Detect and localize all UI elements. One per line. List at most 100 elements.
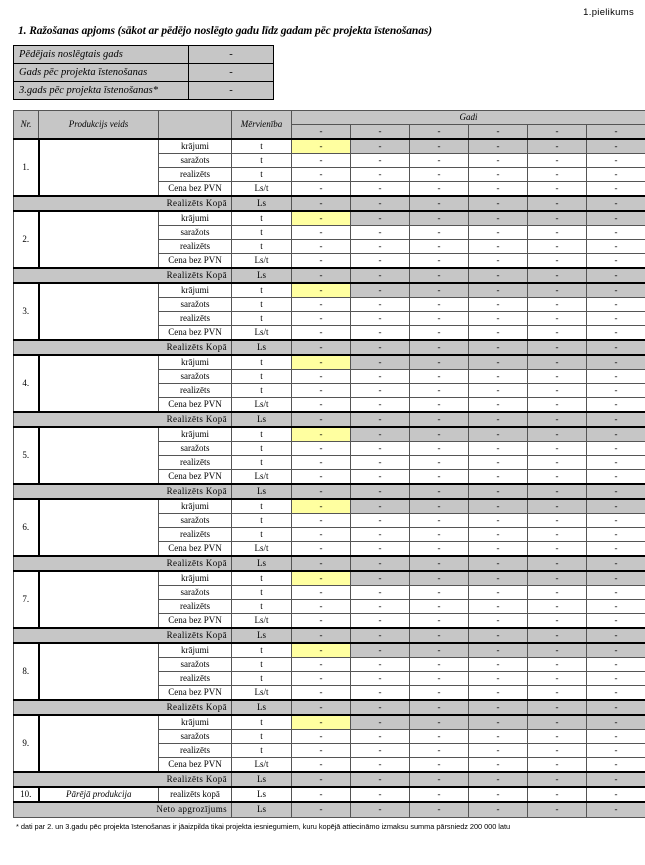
data-cell-year-6[interactable]: - [585,714,645,730]
data-cell-year-4[interactable]: - [468,714,528,730]
net-turnover-cell-year-4[interactable]: - [468,801,528,818]
data-cell-year-4[interactable]: - [468,426,528,442]
total-cell-year-6[interactable]: - [585,627,645,644]
data-cell-year-4[interactable]: - [468,541,528,557]
total-cell-year-4[interactable]: - [468,267,528,284]
data-cell-year-4[interactable]: - [468,757,528,773]
total-cell-year-5[interactable]: - [527,195,587,212]
total-cell-year-5[interactable]: - [527,267,587,284]
data-cell-year-1[interactable]: - [291,311,351,326]
data-cell-year-5[interactable]: - [527,181,587,197]
data-cell-year-3[interactable]: - [409,513,469,528]
data-cell-year-3[interactable]: - [409,729,469,744]
data-cell-year-6[interactable]: - [585,369,645,384]
data-cell-year-6[interactable]: - [585,282,645,298]
data-cell-year-5[interactable]: - [527,729,587,744]
total-cell-year-3[interactable]: - [409,771,469,788]
data-cell-year-4[interactable]: - [468,253,528,269]
data-cell-year-1[interactable]: - [291,613,351,629]
data-cell-year-2[interactable]: - [350,541,410,557]
data-cell-year-2[interactable]: - [350,210,410,226]
data-cell-year-6[interactable]: - [585,239,645,254]
data-cell-year-2[interactable]: - [350,282,410,298]
data-cell-year-4[interactable]: - [468,513,528,528]
product-name-input-5[interactable] [38,426,159,485]
data-cell-year-3[interactable]: - [409,311,469,326]
total-cell-year-1[interactable]: - [291,411,351,428]
net-turnover-cell-year-6[interactable]: - [585,801,645,818]
data-cell-year-6[interactable]: - [585,253,645,269]
summary-row-value[interactable]: - [188,45,274,64]
data-cell-year-3[interactable]: - [409,181,469,197]
data-cell-year-4[interactable]: - [468,383,528,398]
data-cell-year-5[interactable]: - [527,469,587,485]
data-cell-year-3[interactable]: - [409,541,469,557]
total-cell-year-3[interactable]: - [409,699,469,716]
highlighted-cell-year-1[interactable]: - [291,570,351,586]
data-cell-year-1[interactable]: - [291,585,351,600]
other-production-cell-year-1[interactable]: - [291,786,351,803]
total-cell-year-6[interactable]: - [585,267,645,284]
highlighted-cell-year-1[interactable]: - [291,282,351,298]
data-cell-year-1[interactable]: - [291,325,351,341]
data-cell-year-1[interactable]: - [291,253,351,269]
data-cell-year-6[interactable]: - [585,685,645,701]
data-cell-year-5[interactable]: - [527,282,587,298]
data-cell-year-3[interactable]: - [409,714,469,730]
net-turnover-cell-year-5[interactable]: - [527,801,587,818]
data-cell-year-3[interactable]: - [409,253,469,269]
total-cell-year-5[interactable]: - [527,771,587,788]
data-cell-year-6[interactable]: - [585,599,645,614]
data-cell-year-3[interactable]: - [409,585,469,600]
other-production-cell-year-3[interactable]: - [409,786,469,803]
data-cell-year-3[interactable]: - [409,685,469,701]
data-cell-year-3[interactable]: - [409,297,469,312]
data-cell-year-6[interactable]: - [585,426,645,442]
data-cell-year-3[interactable]: - [409,325,469,341]
data-cell-year-5[interactable]: - [527,354,587,370]
data-cell-year-3[interactable]: - [409,282,469,298]
highlighted-cell-year-1[interactable]: - [291,354,351,370]
data-cell-year-2[interactable]: - [350,253,410,269]
data-cell-year-2[interactable]: - [350,757,410,773]
data-cell-year-6[interactable]: - [585,455,645,470]
data-cell-year-5[interactable]: - [527,297,587,312]
data-cell-year-2[interactable]: - [350,729,410,744]
total-cell-year-4[interactable]: - [468,699,528,716]
net-turnover-cell-year-3[interactable]: - [409,801,469,818]
data-cell-year-6[interactable]: - [585,527,645,542]
data-cell-year-3[interactable]: - [409,354,469,370]
data-cell-year-5[interactable]: - [527,613,587,629]
data-cell-year-2[interactable]: - [350,685,410,701]
data-cell-year-2[interactable]: - [350,239,410,254]
total-cell-year-1[interactable]: - [291,339,351,356]
total-cell-year-5[interactable]: - [527,699,587,716]
data-cell-year-5[interactable]: - [527,498,587,514]
data-cell-year-4[interactable]: - [468,167,528,182]
total-cell-year-3[interactable]: - [409,411,469,428]
data-cell-year-1[interactable]: - [291,657,351,672]
data-cell-year-5[interactable]: - [527,599,587,614]
data-cell-year-4[interactable]: - [468,311,528,326]
data-cell-year-4[interactable]: - [468,354,528,370]
data-cell-year-3[interactable]: - [409,397,469,413]
data-cell-year-6[interactable]: - [585,325,645,341]
data-cell-year-3[interactable]: - [409,757,469,773]
data-cell-year-5[interactable]: - [527,369,587,384]
data-cell-year-3[interactable]: - [409,426,469,442]
data-cell-year-2[interactable]: - [350,469,410,485]
data-cell-year-6[interactable]: - [585,210,645,226]
data-cell-year-1[interactable]: - [291,239,351,254]
data-cell-year-4[interactable]: - [468,570,528,586]
data-cell-year-2[interactable]: - [350,441,410,456]
data-cell-year-5[interactable]: - [527,455,587,470]
total-cell-year-3[interactable]: - [409,555,469,572]
data-cell-year-3[interactable]: - [409,613,469,629]
data-cell-year-3[interactable]: - [409,210,469,226]
data-cell-year-2[interactable]: - [350,325,410,341]
data-cell-year-5[interactable]: - [527,153,587,168]
data-cell-year-4[interactable]: - [468,585,528,600]
data-cell-year-2[interactable]: - [350,498,410,514]
data-cell-year-3[interactable]: - [409,498,469,514]
data-cell-year-4[interactable]: - [468,671,528,686]
